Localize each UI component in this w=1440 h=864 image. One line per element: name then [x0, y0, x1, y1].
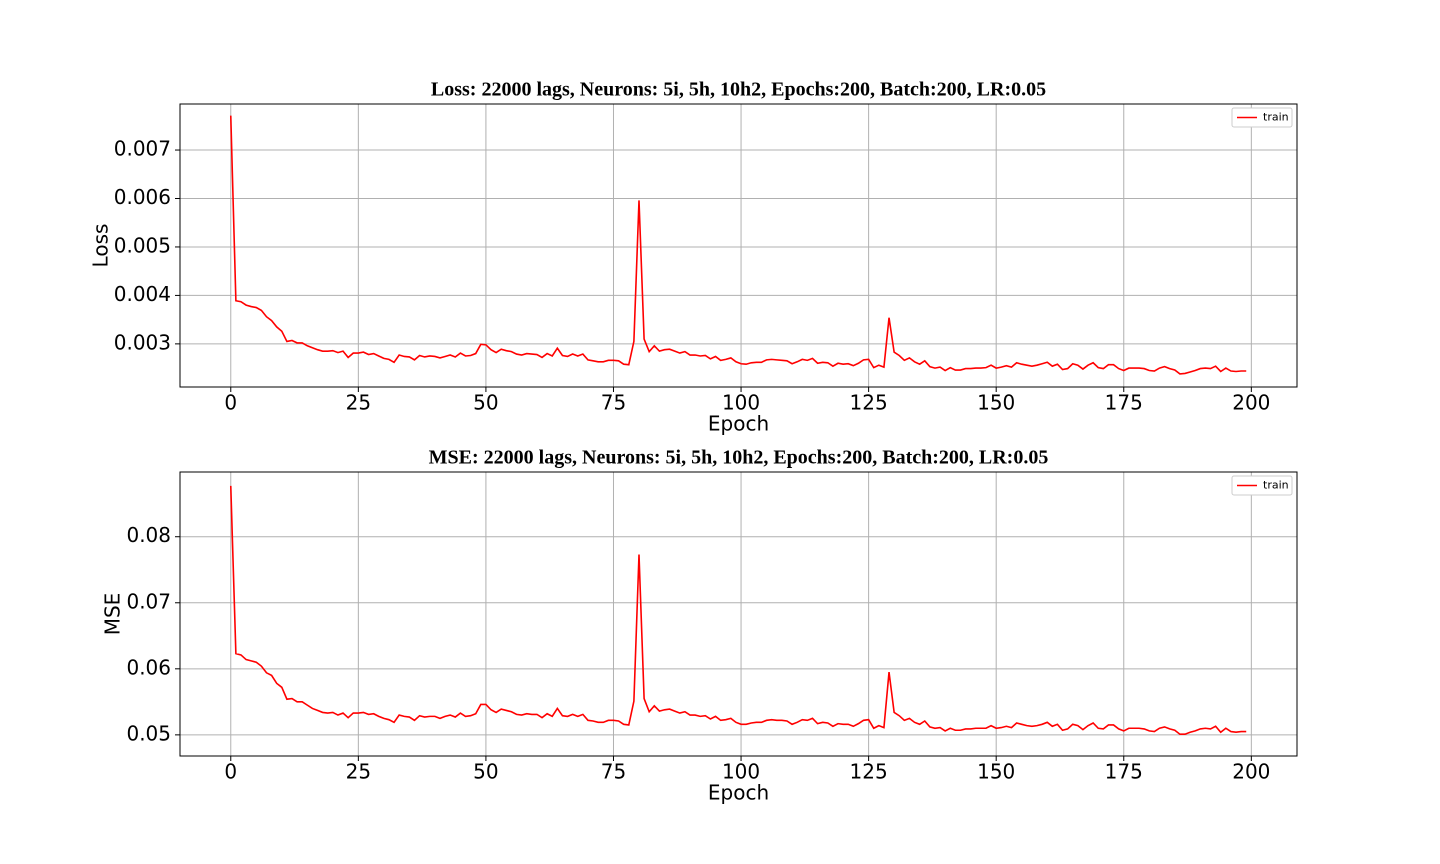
- x-tick-label: 50: [473, 760, 498, 784]
- x-tick-label: 175: [1105, 391, 1143, 415]
- x-axis-label: Epoch: [708, 412, 769, 436]
- legend-label: train: [1263, 479, 1289, 492]
- x-tick-label: 25: [346, 760, 371, 784]
- y-tick-label: 0.08: [126, 523, 171, 547]
- y-axis-label: MSE: [101, 593, 125, 636]
- x-tick-label: 200: [1232, 391, 1270, 415]
- x-tick-label: 125: [850, 391, 888, 415]
- data-line: [229, 485, 1247, 735]
- x-tick-label: 125: [850, 760, 888, 784]
- y-axis-label: Loss: [89, 224, 113, 268]
- y-tick-label: 0.05: [126, 721, 171, 745]
- chart-title: Loss: 22000 lags, Neurons: 5i, 5h, 10h2,…: [431, 79, 1046, 101]
- x-tick-label: 75: [601, 760, 626, 784]
- x-tick-label: 175: [1105, 760, 1143, 784]
- legend-box: [1231, 475, 1293, 496]
- legend-label: train: [1263, 111, 1289, 124]
- axes-frame: [179, 471, 1298, 757]
- y-tick-label: 0.006: [114, 185, 171, 209]
- x-tick-label: 75: [601, 391, 626, 415]
- y-tick-label: 0.004: [114, 282, 171, 306]
- x-tick-label: 100: [722, 391, 760, 415]
- legend-box: [1231, 107, 1293, 128]
- x-tick-label: 25: [346, 391, 371, 415]
- chart-title: MSE: 22000 lags, Neurons: 5i, 5h, 10h2, …: [429, 447, 1049, 469]
- x-axis-label: Epoch: [708, 781, 769, 805]
- legend: train: [1231, 107, 1293, 128]
- y-tick-label: 0.007: [114, 137, 171, 161]
- x-tick-label: 100: [722, 760, 760, 784]
- axes-frame: [179, 103, 1298, 388]
- x-tick-label: 50: [473, 391, 498, 415]
- data-line: [229, 115, 1247, 375]
- legend: train: [1231, 475, 1293, 496]
- x-tick-label: 150: [977, 391, 1015, 415]
- x-tick-label: 200: [1232, 760, 1270, 784]
- y-tick-label: 0.07: [126, 589, 171, 613]
- x-tick-label: 150: [977, 760, 1015, 784]
- x-tick-label: 0: [224, 391, 237, 415]
- y-tick-label: 0.06: [126, 655, 171, 679]
- x-tick-label: 0: [224, 760, 237, 784]
- y-tick-label: 0.003: [114, 330, 171, 354]
- y-tick-label: 0.005: [114, 233, 171, 257]
